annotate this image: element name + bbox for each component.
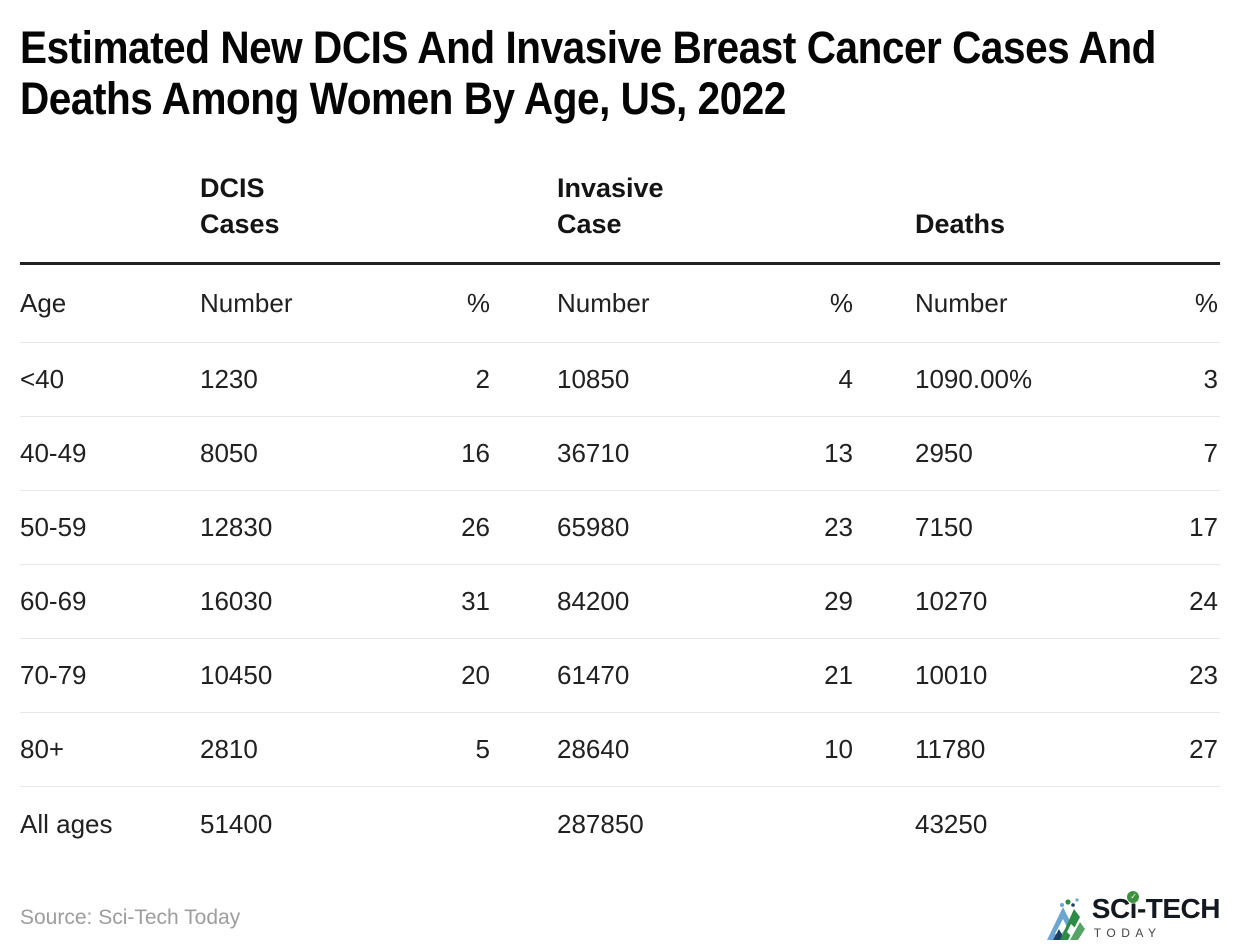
table-row-80-plus: 80+ 2810 5 28640 10 11780 27 (20, 713, 1220, 787)
cell-age: 60-69 (20, 586, 87, 616)
cell-dcis-number: 12830 (200, 512, 273, 542)
cell-age: <40 (20, 364, 65, 394)
cell-invasive-percent: 10 (824, 734, 853, 764)
logo-text: SCi ✓ -TECH TODAY (1091, 891, 1221, 940)
table-row-40-49: 40-49 8050 16 36710 13 2950 7 (20, 417, 1220, 491)
cell-dcis-percent: 31 (461, 586, 490, 616)
cell-dcis-number: 16030 (200, 586, 273, 616)
cell-deaths-percent: 3 (1203, 364, 1218, 394)
data-table: DCIS Cases Invasive Case Deaths Age Numb… (20, 124, 1220, 861)
logo-text-sc: SC (1091, 893, 1130, 924)
cell-invasive-percent: 13 (824, 438, 853, 468)
cell-deaths-number: 7150 (915, 512, 973, 542)
footer: Source: Sci-Tech Today SCi ✓ -TECH TODAY (20, 861, 1221, 940)
cell-dcis-number: 8050 (200, 438, 258, 468)
col-header-invasive-number: Number (557, 288, 650, 318)
col-header-invasive-percent: % (829, 288, 853, 318)
col-header-deaths-percent: % (1194, 288, 1218, 318)
cell-age: All ages (20, 808, 113, 839)
cell-invasive-number: 61470 (557, 660, 630, 690)
cell-age: 80+ (20, 734, 65, 764)
col-header-deaths-number: Number (915, 288, 1008, 318)
cell-dcis-number: 51400 (200, 808, 273, 839)
cell-invasive-percent: 4 (838, 364, 853, 394)
cell-invasive-number: 287850 (557, 808, 644, 839)
cell-dcis-percent: 5 (475, 734, 490, 764)
cell-dcis-number: 2810 (200, 734, 258, 764)
cell-dcis-number: 1230 (200, 364, 258, 394)
cell-invasive-percent: 29 (824, 586, 853, 616)
cell-deaths-number: 1090.00% (915, 364, 1033, 394)
table-row-60-69: 60-69 16030 31 84200 29 10270 24 (20, 565, 1220, 639)
cell-age: 50-59 (20, 512, 87, 542)
group-header-row: DCIS Cases Invasive Case Deaths (20, 124, 1220, 265)
check-icon: ✓ (1127, 891, 1140, 903)
cell-deaths-percent: 24 (1189, 586, 1218, 616)
cell-deaths-percent: 23 (1189, 660, 1218, 690)
col-header-dcis-percent: % (466, 288, 490, 318)
cell-age: 40-49 (20, 438, 87, 468)
cell-deaths-number: 10010 (915, 660, 988, 690)
cell-dcis-number: 10450 (200, 660, 273, 690)
group-label-invasive-case: Invasive Case (557, 173, 664, 239)
table-row-under-40: <40 1230 2 10850 4 1090.00% 3 (20, 343, 1220, 417)
infographic-page: Estimated New DCIS And Invasive Breast C… (0, 22, 1240, 944)
cell-deaths-number: 2950 (915, 438, 973, 468)
logo-letter-i: i ✓ (1127, 891, 1140, 924)
group-label-dcis-cases: DCIS Cases (200, 173, 280, 239)
table-row-all-ages: All ages 51400 287850 43250 (20, 787, 1220, 861)
group-label-deaths: Deaths (915, 209, 1006, 239)
table-row-70-79: 70-79 10450 20 61470 21 10010 23 (20, 639, 1220, 713)
table-row-50-59: 50-59 12830 26 65980 23 7150 17 (20, 491, 1220, 565)
cell-deaths-percent: 27 (1189, 734, 1218, 764)
mountain-logo-icon (1046, 897, 1085, 940)
logo-wordmark: SCi ✓ -TECH (1091, 891, 1221, 924)
logo-text-tech: -TECH (1136, 893, 1221, 924)
cell-deaths-number: 43250 (915, 808, 988, 839)
cell-invasive-number: 65980 (557, 512, 630, 542)
cell-invasive-number: 84200 (557, 586, 630, 616)
cell-deaths-number: 10270 (915, 586, 988, 616)
cell-dcis-percent: 26 (461, 512, 490, 542)
col-header-dcis-number: Number (200, 288, 293, 318)
logo-i-char: i (1129, 893, 1138, 924)
cell-dcis-percent: 20 (461, 660, 490, 690)
scitech-logo: SCi ✓ -TECH TODAY (1046, 891, 1221, 940)
cell-deaths-percent: 7 (1203, 438, 1218, 468)
column-header-row: Age Number % Number % Number % (20, 265, 1220, 343)
page-title: Estimated New DCIS And Invasive Breast C… (20, 22, 1156, 124)
cell-invasive-number: 36710 (557, 438, 630, 468)
cell-dcis-percent: 16 (461, 438, 490, 468)
col-header-age: Age (20, 288, 67, 318)
cell-deaths-percent: 17 (1189, 512, 1218, 542)
cell-invasive-number: 28640 (557, 734, 630, 764)
logo-tagline: TODAY (1093, 926, 1162, 940)
cell-invasive-percent: 23 (824, 512, 853, 542)
cell-age: 70-79 (20, 660, 87, 690)
cell-deaths-number: 11780 (915, 734, 986, 764)
cell-invasive-number: 10850 (557, 364, 630, 394)
source-text: Source: Sci-Tech Today (20, 905, 241, 929)
cell-dcis-percent: 2 (475, 364, 490, 394)
cell-invasive-percent: 21 (824, 660, 853, 690)
